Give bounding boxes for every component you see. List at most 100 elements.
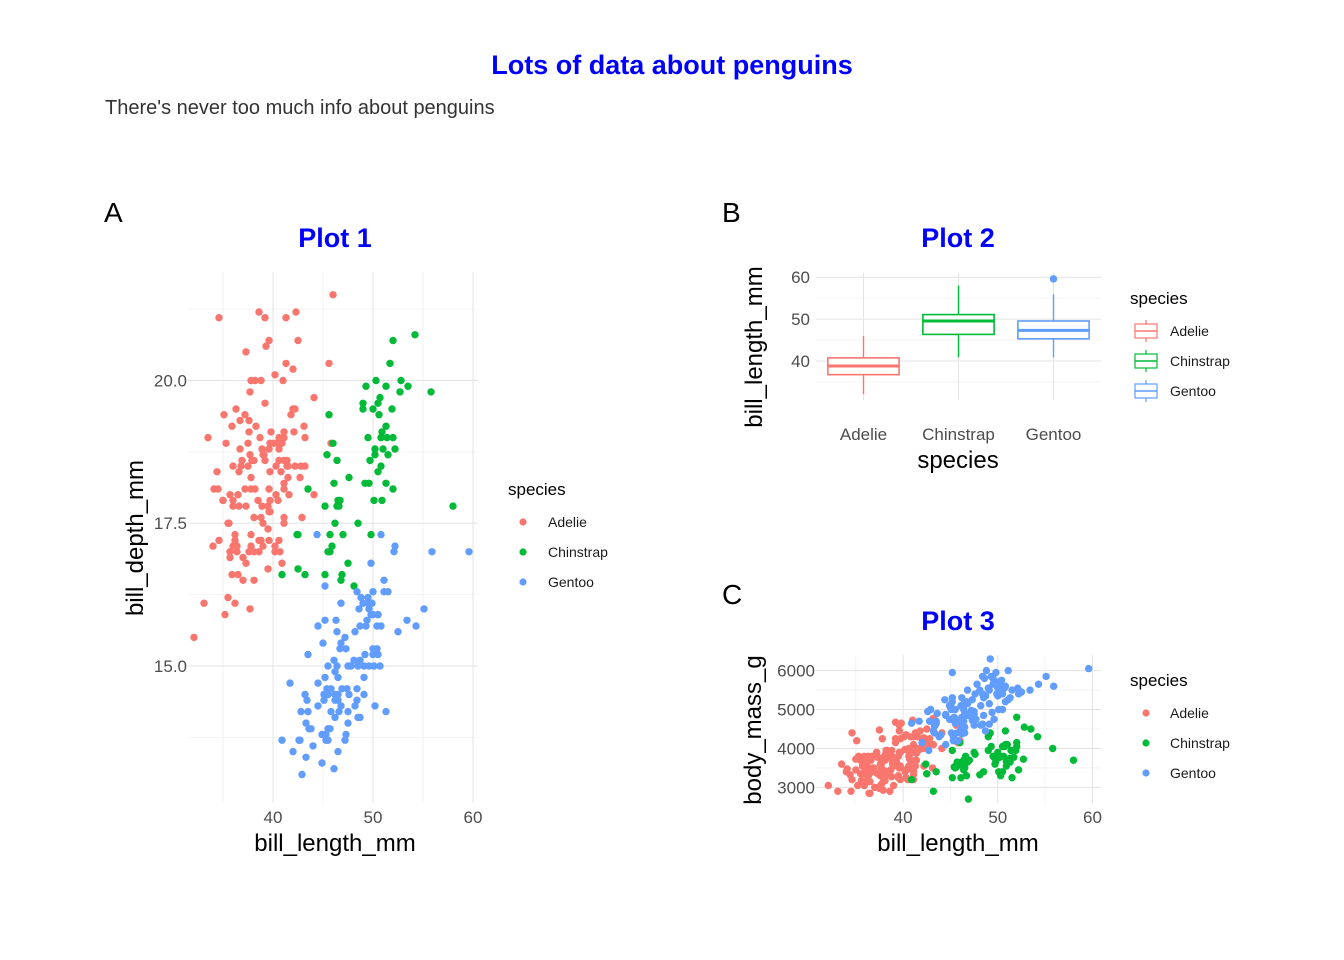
point-chinstrap [1033,733,1042,741]
y-tick-label: 17.5 [154,514,187,533]
legend-key-chinstrap [519,548,527,556]
point-gentoo [318,759,326,767]
point-chinstrap [963,758,972,766]
point-chinstrap [996,753,1004,761]
point-gentoo [298,770,306,779]
point-gentoo [390,548,398,556]
point-gentoo [370,662,378,670]
point-adelie [232,405,240,413]
point-chinstrap [1014,766,1023,774]
point-adelie [237,462,245,470]
point-gentoo [384,588,392,596]
figure-title: Lots of data about penguins [491,50,852,80]
point-gentoo [1014,684,1022,692]
point-adelie [280,485,288,493]
point-chinstrap [362,382,370,390]
point-gentoo [961,698,969,706]
box-gentoo [1017,275,1090,358]
point-gentoo [286,679,294,687]
point-gentoo [981,727,990,735]
point-gentoo [998,705,1007,714]
legend-key-chinstrap [1134,350,1158,372]
point-gentoo [351,702,359,710]
plot-1-grid [188,272,478,803]
point-gentoo [1042,672,1050,681]
point-gentoo [334,690,342,699]
y-tick-label: 60 [791,268,810,287]
point-gentoo [364,593,372,602]
point-adelie [234,570,242,579]
point-adelie [236,445,244,453]
point-gentoo [333,662,341,670]
point-gentoo [978,720,987,728]
point-gentoo [314,679,322,687]
legend-label-adelie: Adelie [1170,705,1209,721]
point-gentoo [355,605,363,613]
point-gentoo [989,680,997,688]
point-gentoo [1050,682,1058,690]
point-adelie [244,462,252,470]
legend-label-chinstrap: Chinstrap [1170,735,1230,751]
point-adelie [251,376,259,385]
point-adelie [279,376,287,385]
point-chinstrap [990,753,998,761]
point-gentoo [979,694,988,702]
point-chinstrap [1001,740,1010,749]
point-gentoo [990,715,998,723]
point-adelie [264,565,272,573]
point-chinstrap [378,428,386,436]
point-chinstrap [976,771,984,779]
point-gentoo [979,711,988,720]
x-tick-label: 60 [1083,808,1102,827]
point-chinstrap [379,445,387,453]
x-tick-label: Chinstrap [922,425,995,444]
point-chinstrap [382,479,390,487]
point-gentoo [344,719,352,727]
point-adelie [252,422,260,430]
point-adelie [254,496,262,505]
point-gentoo [353,696,361,704]
point-adelie [228,422,236,430]
point-chinstrap [427,388,435,396]
point-gentoo [1034,680,1043,688]
point-gentoo [314,622,322,630]
point-gentoo [951,715,959,723]
plot-3-ticks: 3000 4000 5000 6000 40 50 60 [777,662,1102,827]
legend-label-adelie: Adelie [1170,323,1209,339]
panel-b-tag: B [722,197,741,228]
point-gentoo [412,622,420,630]
point-gentoo [304,707,312,716]
legend-key-adelie [519,518,527,526]
point-adelie [215,536,223,545]
point-adelie [247,542,255,550]
point-chinstrap [948,746,956,755]
point-adelie [325,359,333,368]
point-chinstrap [960,766,968,774]
point-adelie [916,727,924,735]
point-adelie [246,451,254,459]
point-adelie [287,411,295,419]
point-adelie [886,787,894,795]
point-gentoo [289,747,297,756]
point-chinstrap [371,445,379,453]
point-chinstrap [294,565,302,573]
point-gentoo [331,713,339,722]
x-tick-label: 50 [988,808,1007,827]
plot-2-x-axis-title: species [917,447,998,474]
point-adelie [276,548,284,556]
point-gentoo [344,707,352,716]
panel-c-tag: C [722,579,742,610]
point-chinstrap [304,485,312,493]
point-chinstrap [391,445,399,453]
point-adelie [895,721,903,729]
point-gentoo [1004,696,1012,704]
point-chinstrap [411,331,419,339]
point-adelie [239,576,247,584]
plot-1-x-axis-title: bill_length_mm [254,830,415,857]
point-gentoo [373,645,381,653]
plot-2-legend-title: species [1130,289,1188,308]
point-chinstrap [321,502,329,510]
point-gentoo [1004,666,1012,675]
point-gentoo [314,702,322,710]
y-tick-label: 3000 [777,778,815,797]
